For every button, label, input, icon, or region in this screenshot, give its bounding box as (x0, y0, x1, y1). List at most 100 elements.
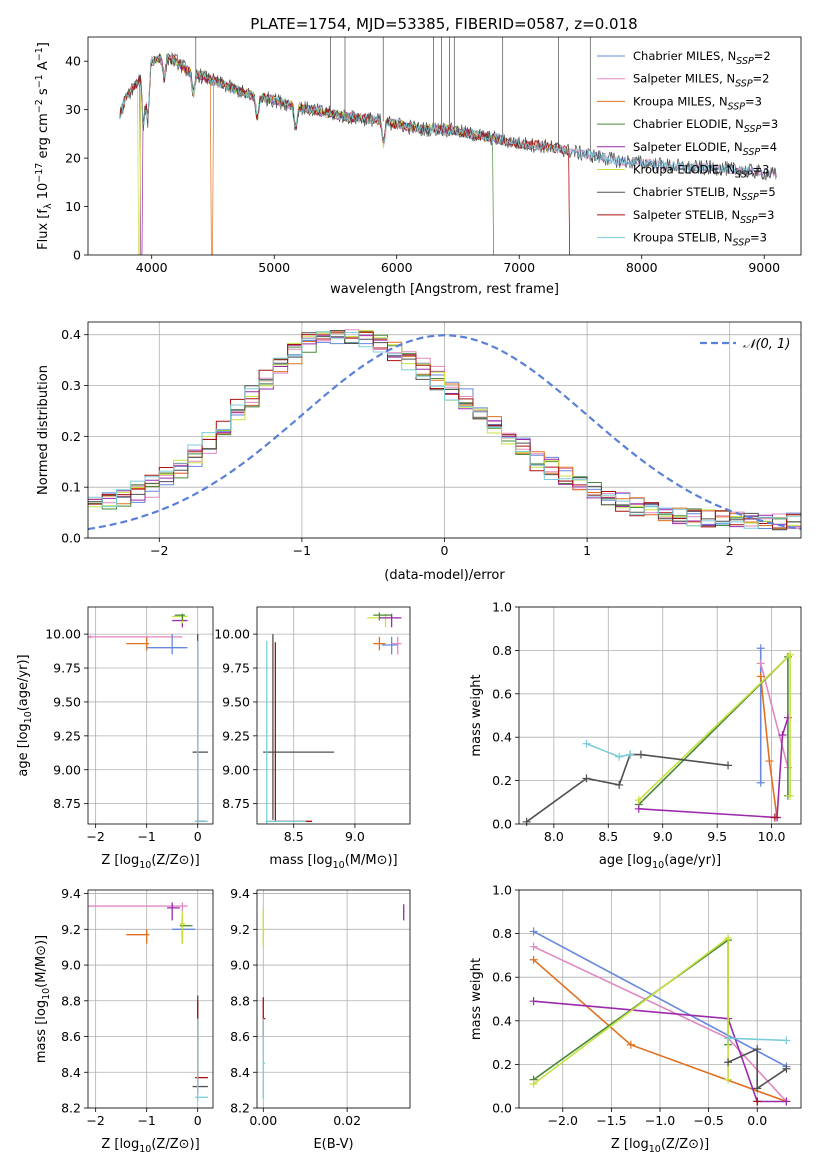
mass-weight-marker (756, 644, 765, 653)
y-tick-label: 8.4 (61, 1065, 81, 1080)
x-tick-label: 0 (194, 1113, 202, 1128)
y-tick-label: 0.6 (492, 970, 512, 985)
y-axis-label-mass_vs_Z: mass [log10(M/M⊙)] (34, 935, 52, 1063)
y-tick-label: 0.0 (61, 531, 81, 546)
mass-weight-marker (615, 780, 624, 789)
mass-weight-marker (724, 1058, 733, 1067)
mass-weight-marker (634, 796, 643, 805)
y-tick-label: 0.8 (492, 643, 512, 658)
plot-area-weight_vs_age (522, 644, 795, 826)
parameter-errorbar (195, 640, 208, 824)
y-tick-label: 8.4 (230, 1065, 250, 1080)
x-tick-label: −1.5 (596, 1113, 626, 1128)
mass-weight-marker (626, 750, 635, 759)
y-tick-label: 10.00 (214, 627, 250, 642)
y-tick-label: 8.6 (61, 1029, 81, 1044)
y-tick-label: 0.2 (492, 773, 512, 788)
y-tick-label: 1.0 (492, 883, 512, 898)
mass-weight-marker (756, 778, 765, 787)
y-tick-label: 0.4 (61, 327, 81, 342)
parameter-errorbar (126, 929, 150, 944)
y-tick-label: 0.4 (492, 730, 512, 745)
parameter-errorbar (146, 634, 188, 655)
x-tick-label: 9000 (748, 260, 780, 275)
legend-entry: Kroupa MILES, NSSP=3 (633, 94, 762, 112)
y-axis-label-age_vs_Z: age [log10(age/yr)] (16, 654, 34, 776)
y-tick-label: 9.00 (53, 762, 81, 777)
x-axis-label-weight_vs_age: age [log10(age/yr)] (599, 853, 721, 871)
axes-age_vs_mass: 8.5 9.0 8.75 9.00 9.25 9.50 9.75 10.00 (214, 606, 411, 844)
x-tick-label: 6000 (381, 260, 413, 275)
x-axis-label-age_vs_Z: Z [log10(Z/Z⊙)] (101, 853, 199, 871)
mass-weight-marker (778, 731, 787, 740)
mass-weight-marker (786, 791, 795, 800)
x-axis-label-mass_vs_Z: Z [log10(Z/Z⊙)] (101, 1137, 199, 1155)
x-tick-label: −2.0 (548, 1113, 578, 1128)
mass-weight-series-line (728, 1037, 787, 1042)
y-tick-label: 0.2 (492, 1057, 512, 1072)
mass-weight-marker (753, 1045, 762, 1054)
parameter-errorbar (179, 911, 185, 944)
parameter-errorbar (265, 640, 306, 824)
y-tick-label: 40 (65, 54, 81, 69)
mass-weight-marker (765, 757, 774, 766)
x-tick-label: 8.5 (598, 829, 618, 844)
axes-frame (87, 606, 214, 825)
mass-weight-series-line (638, 652, 791, 801)
y-axis-label-residuals: Normed distribution (36, 365, 51, 495)
mass-weight-marker (634, 804, 643, 813)
y-tick-label: 10 (65, 199, 81, 214)
plot-area-age_vs_Z (88, 613, 208, 824)
parameter-errorbar (195, 817, 206, 824)
x-tick-label: 0.00 (249, 1113, 277, 1128)
y-tick-label: 0.0 (492, 817, 512, 832)
parameter-errorbar (174, 613, 185, 621)
axes-frame (518, 889, 802, 1109)
plot-area-weight_vs_Z (529, 927, 791, 1106)
mass-weight-marker (782, 1036, 791, 1045)
x-tick-label: −1 (293, 543, 311, 558)
x-tick-label: 9.0 (345, 829, 365, 844)
x-axis-label-spectrum: wavelength [Angstrom, rest frame] (330, 282, 559, 297)
mass-weight-series-line (727, 1047, 787, 1090)
y-tick-label: 9.4 (230, 886, 250, 901)
mass-weight-marker (529, 942, 538, 951)
parameter-errorbar (263, 634, 335, 820)
x-axis-label-mass_vs_ebv: E(B-V) (313, 1137, 353, 1152)
y-tick-label: 0.2 (61, 429, 81, 444)
y-tick-label: 0.3 (61, 378, 81, 393)
axes-residuals: −2 −1 0 1 2 0.0 0.1 0.2 0.3 0.4 (61, 321, 802, 558)
x-tick-label: 0 (441, 543, 449, 558)
mass-weight-marker (786, 650, 795, 659)
y-tick-label: 8.8 (61, 993, 81, 1008)
parameter-errorbar (195, 1018, 208, 1101)
mass-weight-marker (724, 761, 733, 770)
x-tick-label: −2 (150, 543, 168, 558)
y-tick-label: 9.50 (53, 694, 81, 709)
y-tick-label: 8.75 (53, 796, 81, 811)
y-tick-label: 8.75 (222, 796, 250, 811)
x-tick-label: −1 (137, 1113, 155, 1128)
x-tick-label: 0 (194, 829, 202, 844)
mass-weight-marker (582, 739, 591, 748)
mass-weight-series-line (533, 1000, 787, 1103)
residual-histogram (88, 331, 801, 529)
y-tick-label: 0 (73, 248, 81, 263)
parameter-errorbar (381, 636, 398, 655)
y-tick-label: 10.00 (45, 627, 81, 642)
y-tick-label: 30 (65, 102, 81, 117)
parameter-errorbar (367, 613, 398, 628)
legend-entry: Salpeter MILES, NSSP=2 (633, 72, 770, 90)
x-tick-label: 0.0 (747, 1113, 767, 1128)
axes-frame (256, 889, 411, 1109)
mass-weight-marker (756, 659, 765, 668)
y-tick-label: 9.0 (61, 958, 81, 973)
legend-entry: 𝒩(0, 1) (743, 337, 790, 352)
y-tick-label: 9.4 (61, 886, 81, 901)
axes-frame (256, 606, 411, 825)
parameter-errorbar (192, 995, 208, 1094)
x-axis-label-weight_vs_Z: Z [log10(Z/Z⊙)] (611, 1137, 709, 1155)
parameter-errorbar (403, 904, 405, 921)
plot-area-age_vs_mass (263, 612, 402, 824)
